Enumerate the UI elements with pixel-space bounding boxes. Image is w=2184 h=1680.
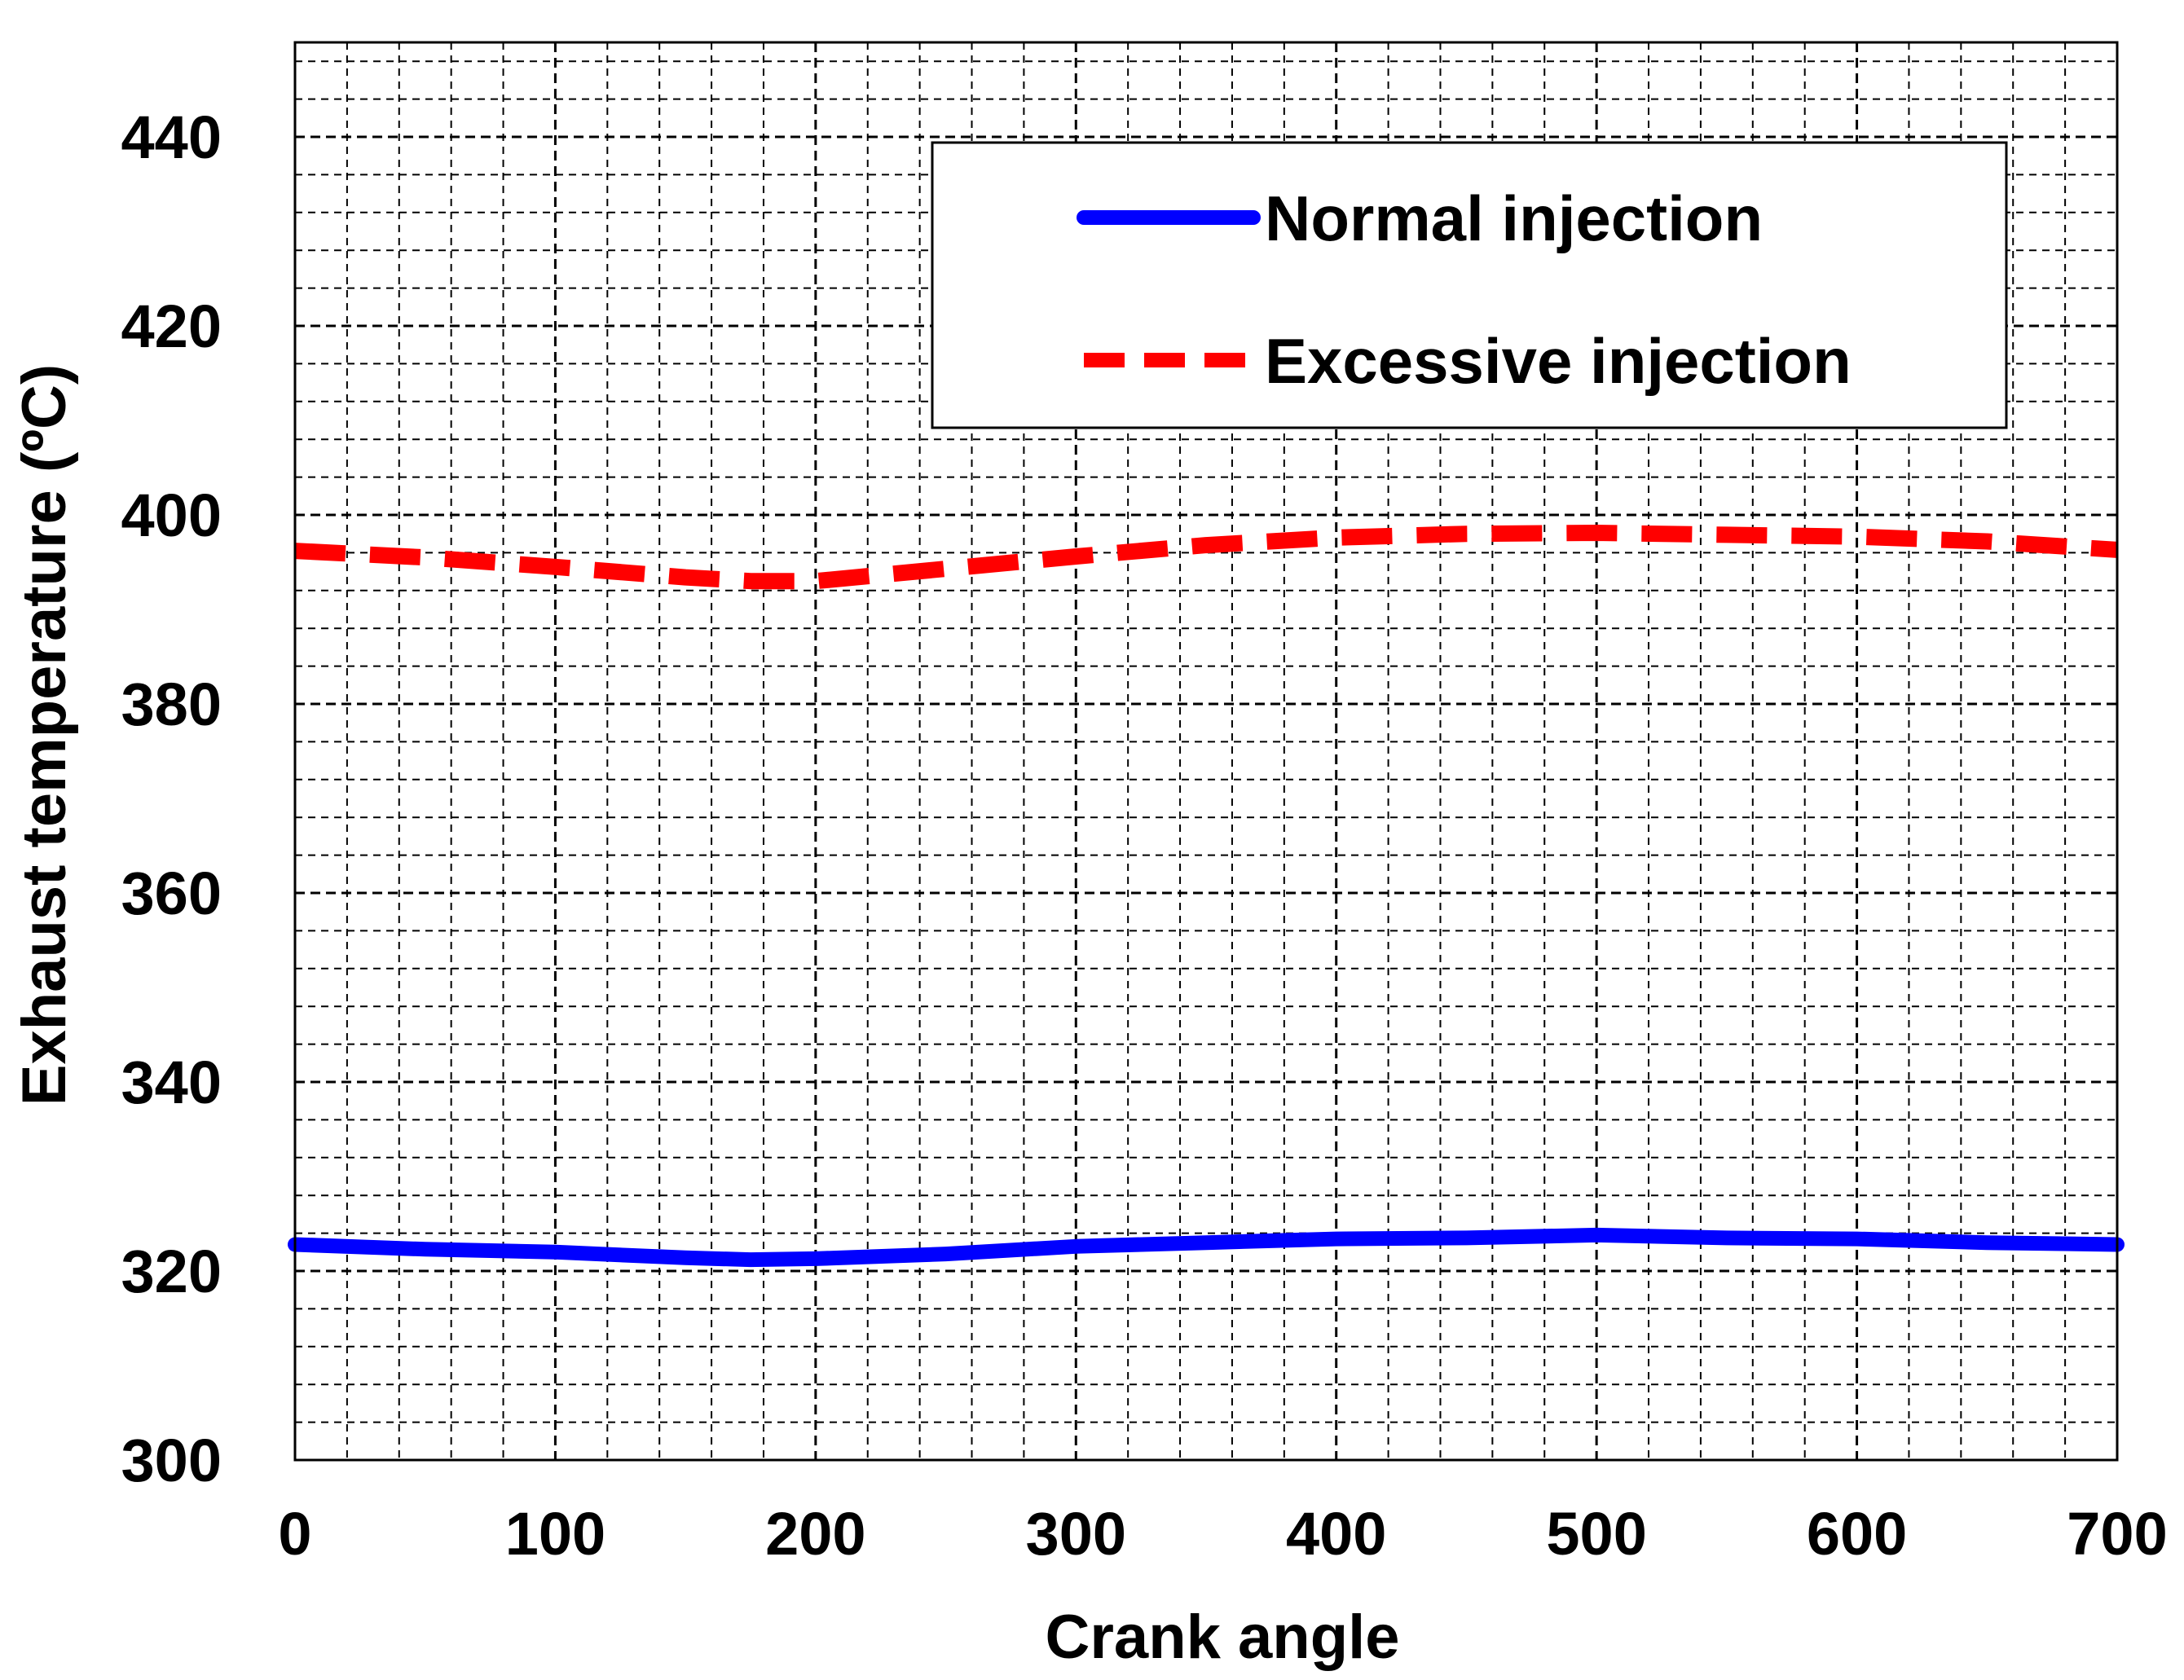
plot-frame	[293, 41, 2119, 1462]
y-tick-labels: 300 320 340 360 380 400 420 440	[121, 103, 222, 1494]
series-line-normal-injection	[288, 1227, 2125, 1268]
x-tick-label: 700	[2067, 1500, 2167, 1568]
y-tick-label: 320	[121, 1238, 222, 1305]
y-tick-label: 300	[121, 1427, 222, 1494]
x-tick-label: 300	[1026, 1500, 1126, 1568]
x-tick-label: 400	[1286, 1500, 1386, 1568]
y-tick-label: 440	[121, 103, 222, 171]
x-tick-label: 200	[765, 1500, 865, 1568]
legend-label-excessive-injection: Excessive injection	[1265, 325, 1852, 397]
y-tick-label: 420	[121, 292, 222, 360]
x-tick-label: 500	[1546, 1500, 1646, 1568]
series-layer	[288, 525, 2125, 1268]
series-line-excessive-injection	[294, 525, 2118, 590]
x-axis-title: Crank angle	[1045, 1603, 1399, 1672]
x-tick-label: 0	[278, 1500, 311, 1568]
y-tick-label: 340	[121, 1049, 222, 1116]
legend-box	[931, 141, 2008, 429]
legend-label-normal-injection: Normal injection	[1265, 183, 1763, 254]
legend: Normal injection Excessive injection	[931, 141, 2008, 429]
x-tick-label: 600	[1807, 1500, 1907, 1568]
y-tick-label: 380	[121, 671, 222, 738]
y-tick-label: 360	[121, 860, 222, 927]
x-tick-labels: 0 100 200 300 400 500 600 700	[278, 1500, 2167, 1568]
y-tick-label: 400	[121, 482, 222, 549]
y-axis-title: Exhaust temperature (ºC)	[10, 364, 79, 1106]
x-tick-label: 100	[505, 1500, 605, 1568]
